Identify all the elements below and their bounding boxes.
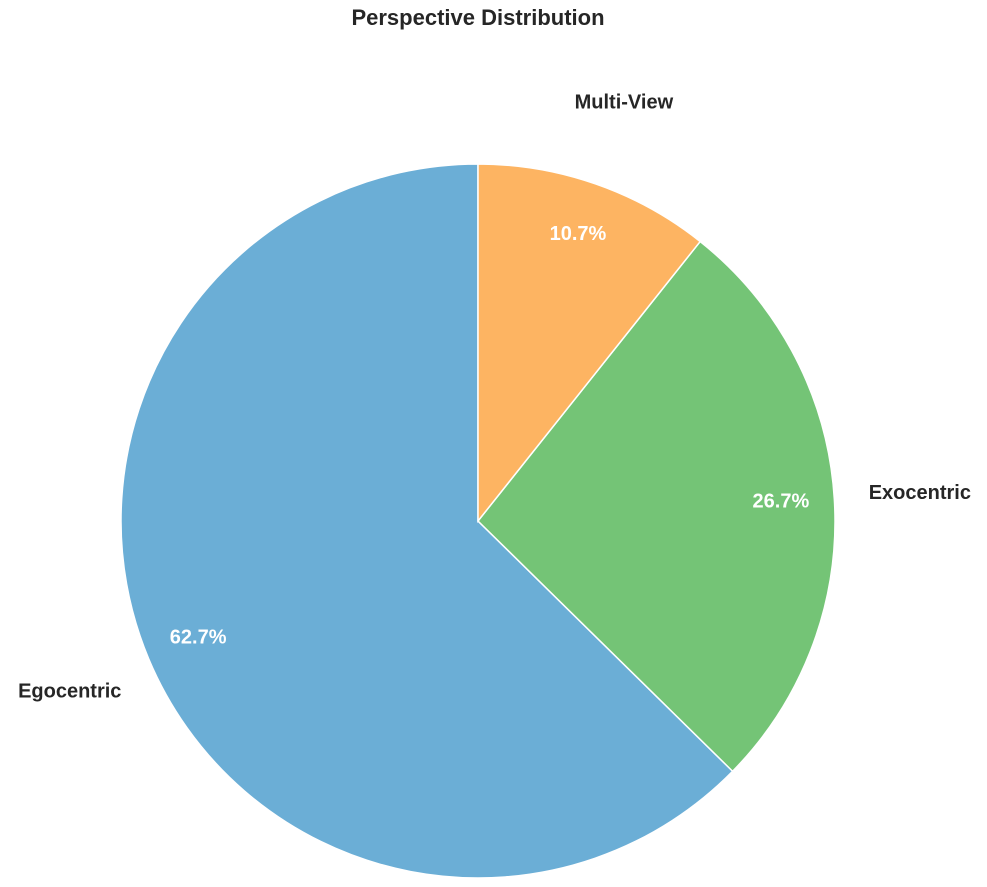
pie-slice bbox=[476, 240, 836, 773]
pie-slice bbox=[477, 163, 702, 524]
chart-title: Perspective Distribution bbox=[351, 5, 604, 30]
value-label: 62.7% bbox=[170, 627, 227, 649]
slice-label: Egocentric bbox=[18, 680, 121, 702]
slice-label: Multi-View bbox=[575, 91, 674, 113]
value-label: 26.7% bbox=[753, 491, 810, 513]
slice-label: Exocentric bbox=[869, 482, 971, 504]
pie-slice bbox=[120, 163, 734, 879]
value-label: 10.7% bbox=[550, 223, 607, 245]
